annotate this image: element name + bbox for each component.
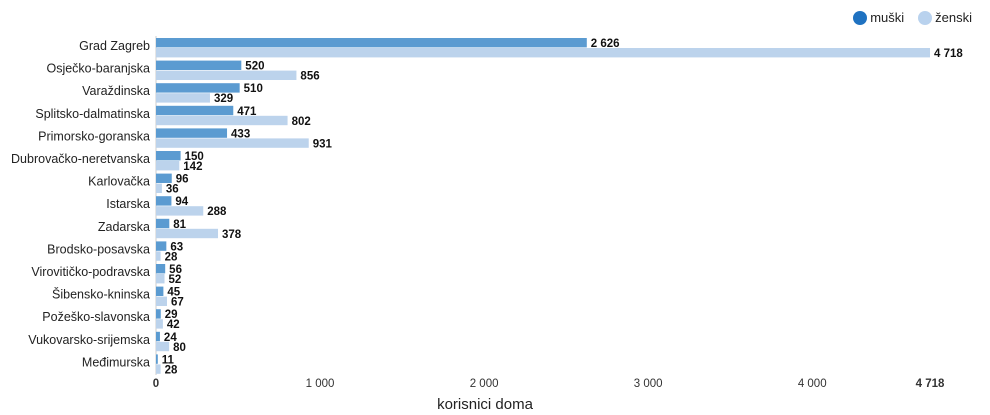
category-label: Međimurska xyxy=(82,355,150,369)
data-label: 802 xyxy=(292,116,311,128)
data-label: 81 xyxy=(173,219,186,231)
data-label: 96 xyxy=(176,174,189,186)
category-label: Dubrovačko-neretvanska xyxy=(11,152,150,166)
category-label: Vukovarsko-srijemska xyxy=(28,333,150,347)
category-label: Istarska xyxy=(106,197,150,211)
bar-zenski xyxy=(156,48,930,58)
data-label: 329 xyxy=(214,93,233,105)
bar-muski xyxy=(156,196,172,206)
bar-muski xyxy=(156,309,161,319)
legend-label-muski: muški xyxy=(870,10,905,25)
data-label: 471 xyxy=(237,106,257,118)
bar-muski xyxy=(156,331,160,342)
category-label: Splitsko-dalmatinska xyxy=(35,107,150,121)
legend-swatch-muski xyxy=(853,10,868,25)
category-label: Primorsko-goranska xyxy=(38,129,150,143)
bar-muski xyxy=(156,151,181,161)
data-label: 378 xyxy=(222,229,242,241)
x-tick-label: 2 000 xyxy=(470,378,499,390)
category-label: Zadarska xyxy=(98,220,150,234)
data-label: 63 xyxy=(170,241,183,253)
category-label: Karlovačka xyxy=(88,175,150,189)
bar-zenski xyxy=(156,296,167,306)
bar-muski xyxy=(156,264,166,274)
data-label: 29 xyxy=(165,309,178,321)
data-label: 36 xyxy=(166,184,179,196)
data-label: 150 xyxy=(185,151,204,163)
data-label: 433 xyxy=(231,128,250,140)
bar-zenski xyxy=(156,274,165,284)
bar-zenski xyxy=(156,70,297,80)
bar-muski xyxy=(156,83,240,93)
bar-muski xyxy=(156,218,170,229)
data-label: 2 626 xyxy=(591,38,620,50)
legend-item-zenski[interactable]: ženski xyxy=(918,10,972,25)
bar-zenski xyxy=(156,115,288,126)
bar-zenski xyxy=(156,161,180,171)
x-tick-label: 4 718 xyxy=(916,378,945,390)
bar-zenski xyxy=(156,93,210,103)
bar-zenski xyxy=(156,206,204,216)
data-label: 520 xyxy=(245,61,264,73)
data-label: 56 xyxy=(169,264,182,276)
data-label: 42 xyxy=(167,319,180,331)
bar-zenski xyxy=(156,251,161,261)
data-label: 510 xyxy=(244,83,263,95)
data-label: 288 xyxy=(207,206,227,218)
category-label: Osječko-baranjska xyxy=(46,62,150,76)
bar-muski xyxy=(156,38,587,48)
x-tick-label: 4 000 xyxy=(798,378,827,390)
data-label: 52 xyxy=(169,274,182,286)
bar-zenski xyxy=(156,138,309,148)
data-label: 4 718 xyxy=(934,48,963,60)
data-label: 931 xyxy=(313,138,333,150)
category-label: Virovitičko-podravska xyxy=(31,265,150,279)
legend-label-zenski: ženski xyxy=(935,10,972,25)
bar-muski xyxy=(156,60,242,70)
category-label: Šibensko-kninska xyxy=(52,287,150,302)
data-label: 94 xyxy=(175,196,188,208)
bar-zenski xyxy=(156,364,161,374)
legend: muški ženski xyxy=(853,10,972,25)
bar-muski xyxy=(156,241,167,251)
data-label: 28 xyxy=(165,251,178,263)
data-label: 24 xyxy=(164,332,177,344)
category-label: Varaždinska xyxy=(82,84,150,98)
bar-zenski xyxy=(156,341,170,352)
category-label: Grad Zagreb xyxy=(79,39,150,53)
data-label: 11 xyxy=(162,354,175,366)
data-label: 67 xyxy=(171,297,184,309)
bar-muski xyxy=(156,286,164,296)
bar-muski xyxy=(156,354,158,364)
bar-zenski xyxy=(156,319,163,329)
category-label: Brodsko-posavska xyxy=(47,242,150,256)
x-tick-label: 3 000 xyxy=(634,378,663,390)
category-label: Požeško-slavonska xyxy=(42,310,150,324)
x-axis-title: korisnici doma xyxy=(437,396,533,413)
data-label: 28 xyxy=(165,364,178,376)
data-label: 80 xyxy=(173,342,186,354)
bar-muski xyxy=(156,173,172,183)
x-tick-label: 0 xyxy=(153,378,159,390)
data-label: 45 xyxy=(167,287,180,299)
data-label: 142 xyxy=(183,161,202,173)
x-tick-label: 1 000 xyxy=(306,378,335,390)
bar-muski xyxy=(156,128,228,138)
legend-swatch-zenski xyxy=(918,10,933,25)
bar-zenski xyxy=(156,228,219,239)
data-label: 856 xyxy=(300,71,319,83)
bar-zenski xyxy=(156,183,162,193)
bar-muski xyxy=(156,105,234,116)
legend-item-muski[interactable]: muški xyxy=(853,10,904,25)
